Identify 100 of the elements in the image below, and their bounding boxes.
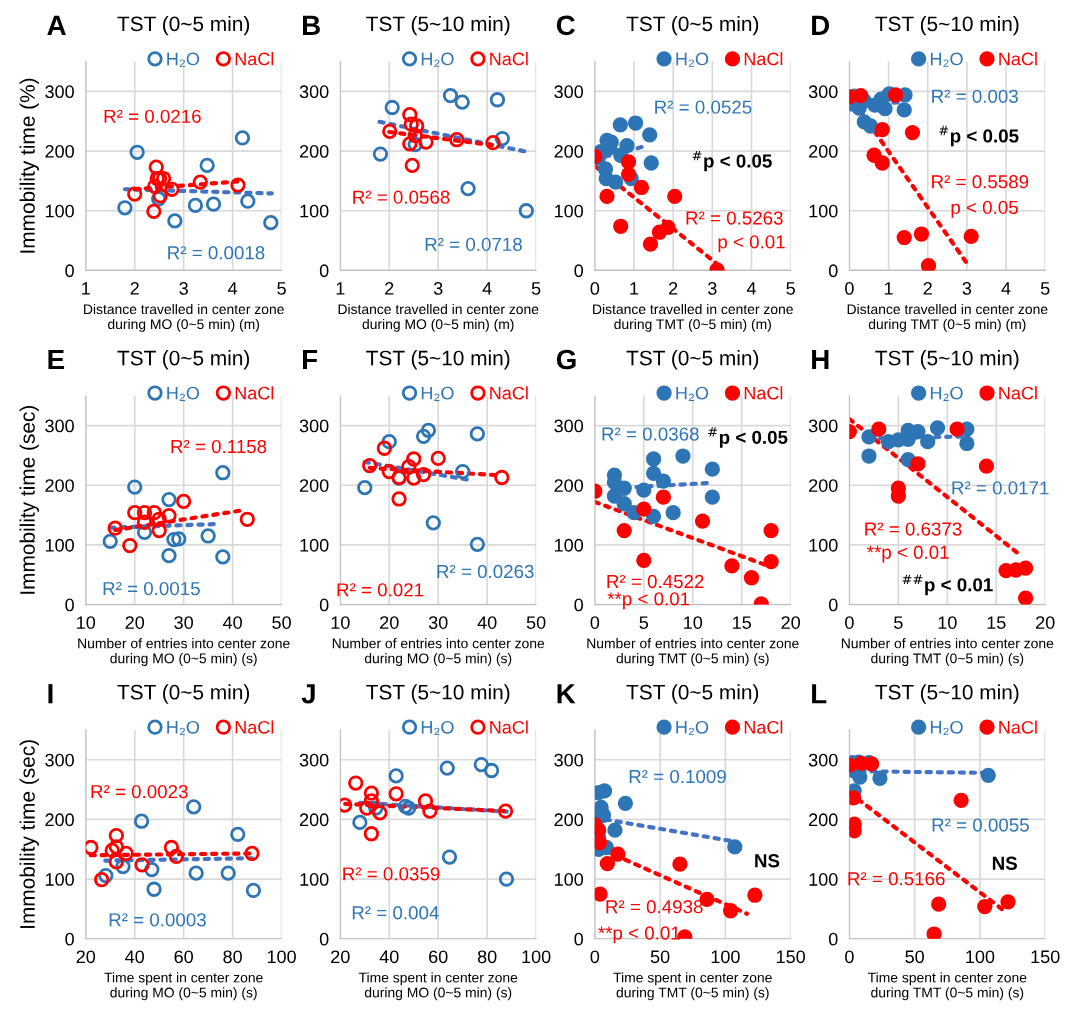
x-tick-label: 2 xyxy=(385,282,394,295)
y-tick-label: 300 xyxy=(45,753,74,767)
x-tick-label: 5 xyxy=(531,282,541,295)
x-tick-label: 4 xyxy=(482,282,492,295)
annotation: R² = 0.4522 xyxy=(607,574,704,589)
y-tick-label: 0 xyxy=(828,264,838,278)
annotation: NS xyxy=(992,856,1017,870)
legend-label: NaCl xyxy=(999,52,1037,66)
y-tick-label: 300 xyxy=(554,85,584,99)
x-tick-label: 50 xyxy=(905,950,924,964)
text: H xyxy=(812,349,829,370)
text: A xyxy=(47,15,66,35)
annotation: $^{#}$p < 0.05 xyxy=(692,150,772,172)
text: F xyxy=(303,349,318,370)
x-axis-title: Time spent in center zone during MO (0~5 min) (s) xyxy=(358,972,518,1001)
x-tick-label: 10 xyxy=(331,616,350,629)
x-tick-label: 3 xyxy=(179,282,188,295)
y-tick-label: 200 xyxy=(554,813,584,827)
legend-label: NaCl xyxy=(235,720,274,734)
y-tick-label: 200 xyxy=(809,813,838,827)
x-tick-label: 20 xyxy=(1036,616,1055,629)
x-tick-label: 150 xyxy=(1031,950,1060,964)
annotation: R² = 0.0023 xyxy=(91,784,188,799)
annotation: **p < 0.01 xyxy=(867,545,949,563)
y-tick-label: 200 xyxy=(554,479,584,492)
chart-title: TST (0~5 min) xyxy=(117,684,250,704)
series-label: H₂O xyxy=(421,720,454,736)
annotation: R² = 0.021 xyxy=(337,583,424,597)
series-label: H₂O xyxy=(930,52,963,67)
y-tick-label: 100 xyxy=(554,873,584,886)
annotation: R² = 0.1158 xyxy=(171,439,267,454)
annotation: R² = 0.5166 xyxy=(848,872,945,886)
annotation: R² = 0.1009 xyxy=(629,769,726,784)
x-tick-label: 40 xyxy=(379,950,399,964)
x-tick-label: 20 xyxy=(331,950,350,964)
legend-label: NaCl xyxy=(490,386,528,400)
y-tick-label: 300 xyxy=(808,419,838,433)
legend-label: NaCl xyxy=(999,720,1037,734)
y-tick-label: 300 xyxy=(299,419,329,433)
text: G xyxy=(556,349,576,370)
text: H₂O xyxy=(676,386,709,401)
x-tick-label: 2 xyxy=(923,282,932,295)
x-tick-label: 0 xyxy=(590,616,600,629)
x-tick-label: 15 xyxy=(733,616,751,629)
y-tick-label: 300 xyxy=(808,753,838,767)
x-tick-label: 0 xyxy=(845,282,854,295)
y-tick-label: 200 xyxy=(809,145,838,158)
x-tick-label: 30 xyxy=(174,616,193,629)
annotation: R² = 0.5589 xyxy=(932,175,1029,189)
text: H₂O xyxy=(676,52,709,67)
x-axis-title: Distance travelled in center zone during TMT (0~5 min) (m) xyxy=(847,303,1048,332)
text: D xyxy=(812,15,830,35)
x-tick-label: 4 xyxy=(746,282,756,295)
x-tick-label: 3 xyxy=(433,282,443,295)
x-tick-label: 50 xyxy=(272,616,291,629)
annotation: R² = 0.0003 xyxy=(109,913,206,927)
x-tick-label: 0 xyxy=(590,950,600,964)
y-tick-label: 300 xyxy=(808,85,838,99)
annotation: R² = 0.004 xyxy=(352,906,439,920)
annotation: R² = 0.0015 xyxy=(103,581,200,596)
y-tick-label: 200 xyxy=(45,813,74,827)
x-tick-label: 5 xyxy=(786,282,795,295)
x-tick-label: 5 xyxy=(894,616,903,629)
x-tick-label: 100 xyxy=(966,950,995,964)
series-label: H₂O xyxy=(930,386,963,401)
x-tick-label: 2 xyxy=(669,282,678,295)
x-tick-label: 3 xyxy=(708,282,717,295)
x-tick-label: 60 xyxy=(174,950,193,964)
x-tick-label: 10 xyxy=(684,616,703,629)
legend-label: H₂O xyxy=(167,386,200,401)
y-tick-label: 0 xyxy=(828,598,838,612)
y-tick-label: 0 xyxy=(65,932,74,946)
text: E xyxy=(48,349,65,370)
y-tick-label: 200 xyxy=(554,145,584,158)
y-tick-label: 100 xyxy=(45,538,74,552)
x-axis-title: Number of entries into center zone during TMT (0~5 min) (s) xyxy=(841,638,1054,667)
y-tick-label: 100 xyxy=(45,204,74,218)
y-tick-label: 300 xyxy=(299,85,329,99)
x-tick-label: 5 xyxy=(1040,282,1050,295)
annotation: **p < 0.01 xyxy=(607,592,690,610)
y-tick-label: 100 xyxy=(300,538,329,552)
text: J xyxy=(301,684,315,704)
x-tick-label: 80 xyxy=(477,950,497,964)
y-tick-label: 0 xyxy=(574,598,584,612)
y-tick-label: 100 xyxy=(809,873,838,886)
y-tick-label: 0 xyxy=(319,932,329,946)
y-tick-label: 100 xyxy=(300,873,329,886)
annotation: $^{##}$p < 0.01 xyxy=(902,574,993,596)
annotation: R² = 0.0525 xyxy=(655,100,752,114)
x-axis-title: Distance travelled in center zone during TMT (0~5 min) (m) xyxy=(593,303,793,332)
y-tick-label: 300 xyxy=(299,753,329,767)
y-tick-label: 0 xyxy=(574,264,584,278)
x-tick-label: 0 xyxy=(845,616,854,629)
legend-label: NaCl xyxy=(235,52,274,66)
y-tick-label: 100 xyxy=(554,538,584,552)
text: H₂O xyxy=(930,720,963,736)
chart-title: TST (5~10 min) xyxy=(875,684,1019,704)
y-tick-label: 100 xyxy=(809,204,838,218)
annotation: R² = 0.0171 xyxy=(952,481,1049,495)
x-tick-label: 100 xyxy=(267,950,296,964)
